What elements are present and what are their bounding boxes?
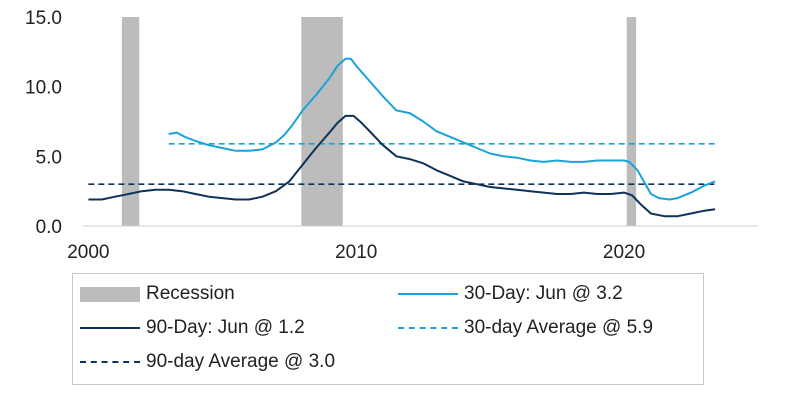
y-tick-label: 0.0 xyxy=(36,217,62,238)
legend-label-30-day: 30-Day: Jun @ 3.2 xyxy=(464,283,623,304)
legend-swatch-90-day-average xyxy=(80,361,140,363)
recession-band-1 xyxy=(121,17,140,226)
legend-item-recession: Recession xyxy=(80,283,235,305)
legend-label-90-day-average: 90-day Average @ 3.0 xyxy=(146,351,336,372)
legend-label-recession: Recession xyxy=(146,283,235,304)
y-axis-ticks: 0.0 5.0 10.0 15.0 xyxy=(25,8,62,238)
recession-band-2 xyxy=(301,17,343,226)
series-line-90-day xyxy=(88,114,716,218)
legend-item-90-day-average: 90-day Average @ 3.0 xyxy=(80,351,335,373)
recession-band-3 xyxy=(626,17,637,226)
series-line-30-day xyxy=(168,57,716,201)
legend-item-90-day: 90-Day: Jun @ 1.2 xyxy=(80,317,305,339)
x-axis-ticks: 2000 2010 2020 xyxy=(67,242,645,263)
chart-legend: Recession 30-Day: Jun @ 3.2 90-Day: Jun … xyxy=(72,273,704,385)
legend-swatch-recession xyxy=(80,286,140,302)
y-tick-label: 5.0 xyxy=(36,147,62,168)
recession-bands xyxy=(121,17,637,226)
y-tick-label: 15.0 xyxy=(25,8,62,29)
line-chart: 0.0 5.0 10.0 15.0 2000 2010 2020 xyxy=(25,8,758,263)
x-tick-label: 2000 xyxy=(67,242,109,263)
y-tick-label: 10.0 xyxy=(25,78,62,99)
data-series xyxy=(88,57,716,218)
legend-swatch-90-day xyxy=(80,327,140,329)
x-tick-label: 2010 xyxy=(335,242,377,263)
legend-item-30-day: 30-Day: Jun @ 3.2 xyxy=(398,283,623,305)
legend-item-30-day-average: 30-day Average @ 5.9 xyxy=(398,317,653,339)
legend-swatch-30-day xyxy=(398,293,458,295)
x-tick-label: 2020 xyxy=(603,242,645,263)
legend-swatch-30-day-average xyxy=(398,327,458,329)
legend-label-30-day-average: 30-day Average @ 5.9 xyxy=(464,317,654,338)
average-lines xyxy=(88,142,718,185)
legend-label-90-day: 90-Day: Jun @ 1.2 xyxy=(146,317,305,338)
